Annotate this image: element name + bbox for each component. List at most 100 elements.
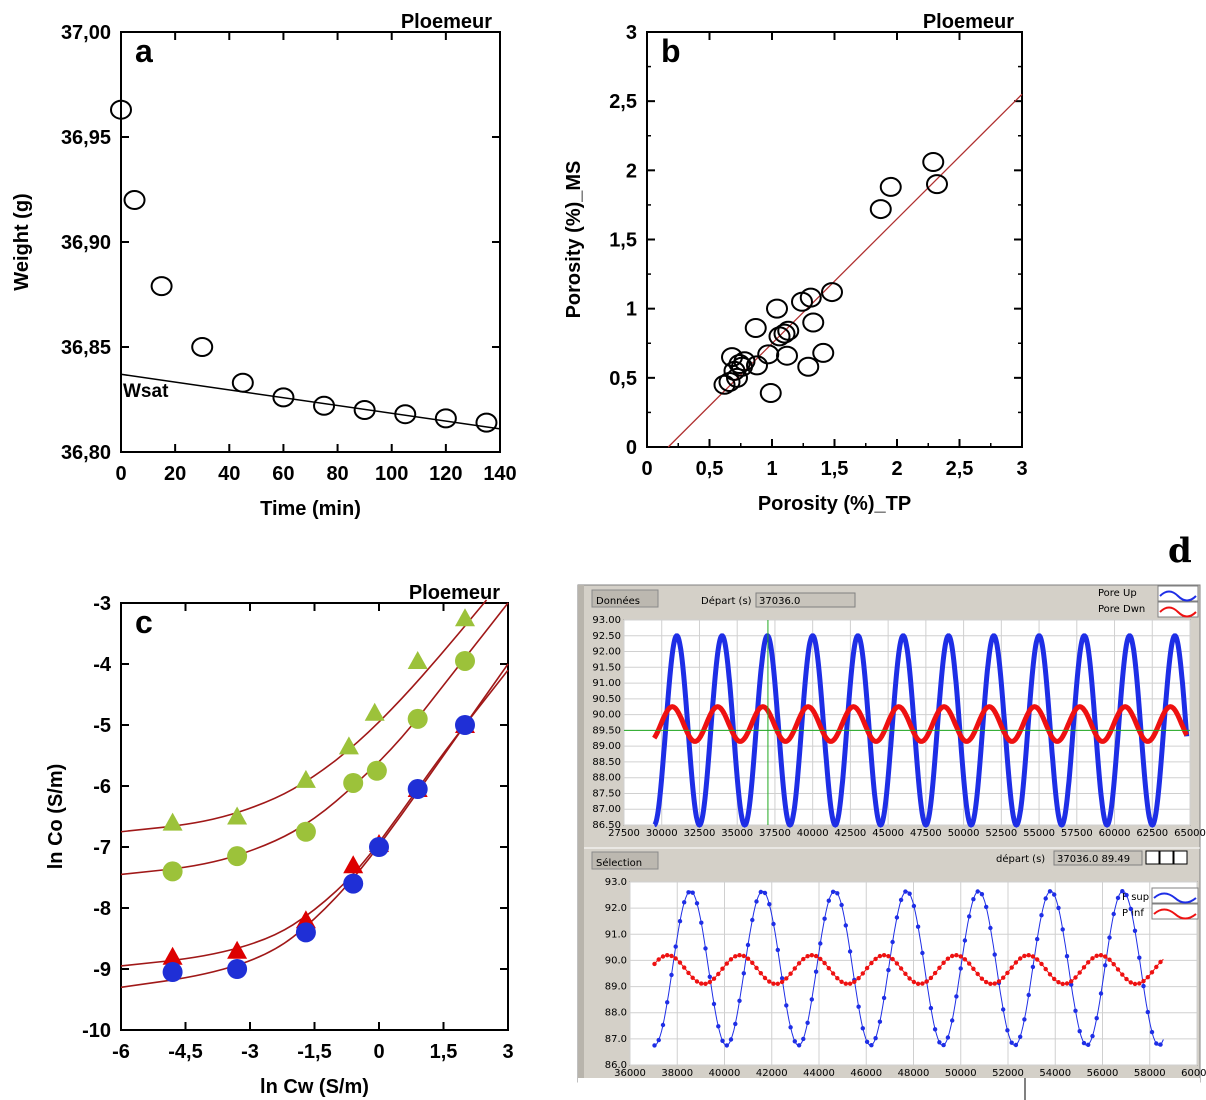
y-tick-label: 89.0 <box>605 982 627 993</box>
series-point <box>1098 991 1104 996</box>
y-tick-label: 87.50 <box>592 788 621 799</box>
series-point <box>801 956 806 962</box>
data-point-circle <box>343 873 364 894</box>
series-point <box>1158 959 1163 965</box>
series-point <box>792 966 797 971</box>
series-point <box>1039 961 1044 967</box>
series-point <box>971 966 976 971</box>
series-point <box>890 956 895 962</box>
x-tick-label: 120 <box>429 463 462 485</box>
x-tick-label: 0 <box>373 1041 384 1063</box>
y-tick-label: 36,90 <box>61 232 111 254</box>
panel-d-chart: Données 27500 30000 32500 35000 37500 40000 425… <box>577 584 1206 1100</box>
legend-label: P inf <box>1122 908 1144 919</box>
series-point <box>954 953 959 958</box>
x-tick-label: 38000 <box>661 1068 693 1079</box>
series-point <box>1005 1028 1010 1033</box>
series-point <box>1107 957 1112 962</box>
y-tick-label: -7 <box>93 837 111 859</box>
legend-swatch-box <box>1151 903 1199 920</box>
y-tick-label: 92.50 <box>592 631 621 642</box>
series-point <box>932 1027 938 1032</box>
series-point <box>1124 892 1129 898</box>
legend-swatch-line <box>1153 908 1197 920</box>
series-point <box>839 979 844 984</box>
data-point <box>821 282 843 303</box>
series-point <box>1154 964 1159 970</box>
series-point <box>856 976 861 981</box>
series-point <box>724 961 729 966</box>
series-point <box>941 1042 946 1048</box>
series-point <box>809 997 814 1002</box>
x-tick-label: 65000 <box>1174 828 1206 839</box>
x-tick-label: 42000 <box>756 1068 788 1079</box>
series-point <box>741 971 746 976</box>
data-point <box>879 176 902 197</box>
data-point <box>110 99 132 120</box>
cursor-style-button <box>1145 850 1160 865</box>
series-point <box>711 1001 717 1007</box>
data-point-circle <box>227 959 248 979</box>
legend-label: Pore Up <box>1098 588 1137 599</box>
series-point <box>1056 905 1061 911</box>
series-point <box>1141 983 1146 989</box>
x-tick-label: 40000 <box>709 1068 741 1079</box>
series-point <box>1077 970 1082 975</box>
depart-label: Départ (s) <box>701 595 752 607</box>
series-point <box>1043 896 1048 901</box>
series-point <box>1047 972 1053 977</box>
x-tick-label: 46000 <box>850 1068 882 1079</box>
x-tick-label: 40000 <box>797 828 829 839</box>
data-point <box>797 356 820 377</box>
series-point <box>1149 1029 1155 1035</box>
x-tick-label: 52000 <box>992 1068 1024 1079</box>
panel-title: Sélection <box>596 857 642 869</box>
y-axis-label: ln Co (S/m) <box>45 764 67 870</box>
series-point <box>984 904 989 910</box>
series-point <box>1145 975 1151 980</box>
series-point <box>788 1025 793 1030</box>
panel-d-letter: d <box>1168 531 1192 571</box>
series-point <box>971 897 976 902</box>
y-tick-label: 87.0 <box>605 1034 627 1045</box>
data-point <box>718 371 741 392</box>
y-tick-label: 1 <box>626 299 637 321</box>
series-point <box>860 971 865 976</box>
y-tick-label: 93.0 <box>605 877 627 888</box>
series-point <box>677 960 683 965</box>
series-point <box>881 953 887 958</box>
panel-a-chart: 0 20 40 60 80 100 120 140 36,80 36,85 36,90 36,95 37… <box>11 11 517 520</box>
series-point <box>869 960 874 966</box>
series-point <box>758 971 763 976</box>
series-point <box>690 975 695 980</box>
panel-tab <box>591 851 659 870</box>
y-tick-label: 91.50 <box>592 662 621 673</box>
x-tick-label: 50000 <box>948 828 980 839</box>
series-point <box>767 902 772 907</box>
y-tick-label: 89.00 <box>592 741 621 752</box>
series-point <box>911 903 917 909</box>
fit-curve <box>120 663 509 989</box>
series-point <box>839 902 844 908</box>
series-point <box>1128 906 1134 912</box>
series-point <box>796 961 802 966</box>
series-point <box>1064 954 1070 959</box>
data-point <box>394 404 417 425</box>
series-point <box>1132 928 1138 933</box>
x-tick-label: -4,5 <box>168 1041 202 1063</box>
y-tick-label: 3 <box>626 22 637 44</box>
data-point-triangle <box>162 946 183 965</box>
series-point <box>1009 1040 1014 1045</box>
series-point <box>660 1022 666 1028</box>
data-point <box>869 199 892 220</box>
series-point <box>958 954 963 959</box>
data-point <box>353 400 376 420</box>
data-point <box>231 372 254 393</box>
panel-b-chart: 0 0,5 1 1,5 2 2,5 3 0 0,5 1 1,5 2 2,5 3 Porosity (%)_T… <box>563 11 1028 515</box>
legend-swatch-box <box>1157 585 1199 602</box>
legend-swatch-line <box>1159 606 1197 618</box>
fit-line <box>667 93 1023 448</box>
series-point <box>1073 975 1078 980</box>
y-tick-label: 89.50 <box>592 725 621 736</box>
data-point <box>757 344 780 365</box>
